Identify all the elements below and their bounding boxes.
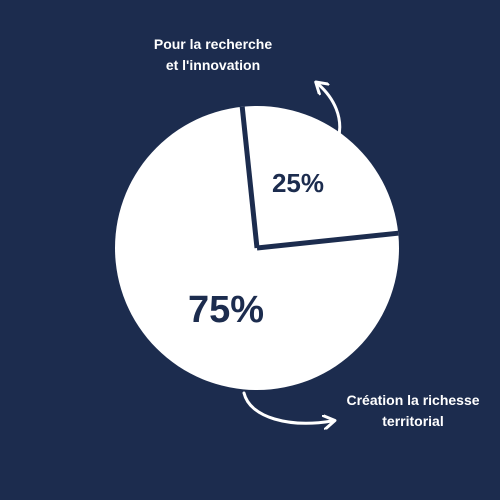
callout-wealth-line-1: Création la richesse: [346, 392, 480, 408]
slice-label-25: 25%: [272, 168, 324, 198]
pie-separator-right: [256, 230, 399, 251]
callout-wealth-line-2: territorial: [382, 413, 444, 429]
pie-separator-top: [239, 106, 260, 249]
callout-wealth: Création la richesse territorial: [318, 390, 500, 432]
callout-research-line-2: et l'innovation: [165, 57, 261, 73]
arrow-top-icon: [318, 84, 342, 142]
slice-label-75: 75%: [188, 289, 264, 331]
arrow-bottom-icon: [242, 391, 332, 423]
callout-research-line-1: Pour la recherche: [153, 36, 273, 52]
callout-research: Pour la recherche et l'innovation: [118, 34, 308, 76]
